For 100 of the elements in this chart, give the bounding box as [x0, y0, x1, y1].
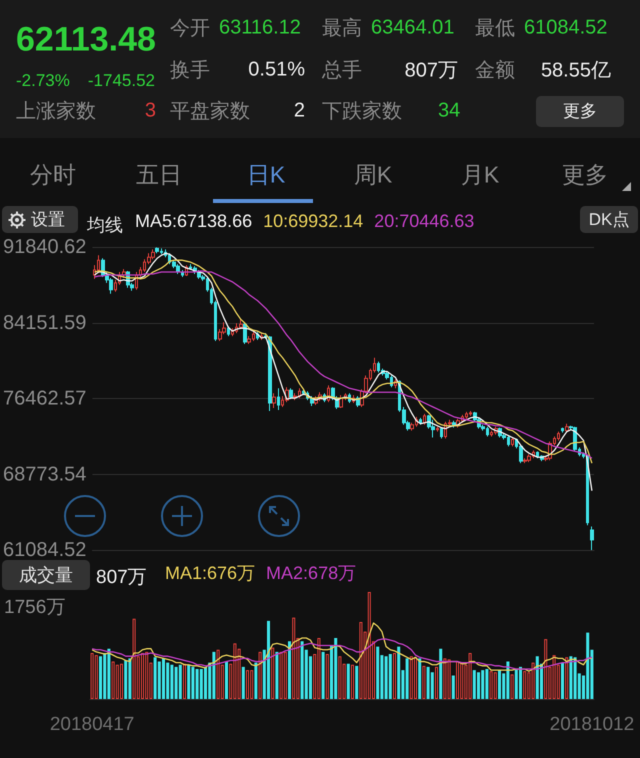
text: 807万 — [404, 58, 458, 84]
y-tick-label: 68773.54 — [2, 463, 86, 486]
bar — [368, 592, 371, 699]
bar — [536, 656, 539, 699]
candlestick — [465, 411, 468, 420]
bar — [510, 674, 514, 699]
bar — [158, 662, 161, 699]
bar — [233, 643, 236, 699]
text: 换手 — [170, 58, 210, 84]
bar — [472, 670, 476, 699]
text: 63464.01 — [371, 16, 454, 40]
bar — [586, 632, 590, 699]
bar — [196, 669, 199, 699]
bar — [418, 658, 422, 699]
bar — [439, 648, 442, 699]
bar — [187, 664, 190, 699]
bar — [514, 669, 518, 699]
bar — [317, 638, 320, 699]
bar — [275, 652, 278, 699]
bar — [426, 666, 430, 699]
text: 成交量 — [2, 560, 90, 590]
bar — [456, 662, 460, 699]
bar — [376, 646, 380, 699]
text: 0.51% — [248, 58, 305, 82]
bar — [434, 666, 438, 699]
bar — [384, 656, 388, 699]
bar — [200, 669, 203, 699]
candlestick — [423, 413, 426, 426]
candlestick — [293, 392, 297, 401]
candlestick — [227, 326, 230, 337]
bar — [498, 670, 502, 699]
y-tick-label: 61084.52 — [2, 539, 86, 561]
bar — [569, 656, 572, 699]
bar — [166, 662, 170, 699]
bar — [552, 655, 556, 699]
text: 更多 — [563, 100, 597, 122]
bar — [448, 659, 451, 699]
bar — [116, 664, 119, 699]
bar — [258, 652, 262, 699]
text: 最高 — [322, 16, 362, 42]
text: 更多 — [562, 160, 608, 190]
bar — [170, 664, 174, 699]
candlestick — [436, 426, 439, 432]
bar — [523, 671, 526, 699]
bar — [266, 620, 270, 699]
candlestick — [590, 526, 594, 550]
text: 63116.12 — [219, 16, 301, 40]
candlestick — [582, 452, 585, 459]
bar — [191, 666, 194, 699]
text: 34 — [438, 100, 460, 122]
bar — [204, 666, 208, 699]
bar — [124, 660, 128, 699]
bar — [178, 664, 182, 699]
bar — [140, 652, 144, 699]
bar — [406, 658, 409, 699]
text: 总手 — [322, 58, 362, 84]
bar — [544, 639, 548, 699]
bar — [322, 652, 325, 699]
y-tick-label: 91840.62 — [2, 236, 86, 258]
text: 今开 — [170, 16, 210, 42]
bar — [414, 657, 418, 699]
bar — [506, 662, 510, 699]
bar — [271, 648, 274, 699]
bar — [565, 657, 568, 699]
text: 金额 — [475, 58, 515, 84]
bar — [132, 618, 136, 699]
candlestick — [272, 392, 276, 408]
text: 设置 — [31, 209, 65, 231]
text: 平盘家数 — [170, 100, 250, 124]
bar — [98, 656, 102, 699]
bar — [410, 656, 413, 699]
candlestick — [511, 437, 514, 447]
text: 3 — [144, 100, 156, 122]
text: DK点 — [580, 206, 638, 233]
bar — [476, 672, 480, 699]
bar — [490, 671, 493, 699]
text: 2 — [294, 100, 305, 122]
candlestick — [431, 419, 435, 438]
bar — [326, 654, 329, 699]
bar — [452, 675, 455, 699]
bar — [284, 652, 287, 699]
bar — [397, 646, 400, 699]
bar — [107, 648, 110, 699]
bar — [224, 662, 228, 699]
candlestick — [176, 264, 180, 274]
bar — [280, 652, 283, 699]
bar — [154, 657, 157, 699]
bar — [250, 670, 254, 699]
candlestick — [151, 248, 155, 260]
bar — [359, 622, 362, 699]
bar — [120, 664, 124, 699]
bar — [460, 662, 464, 699]
bar — [162, 658, 166, 699]
bar — [212, 652, 216, 699]
bar — [112, 662, 115, 699]
bar — [292, 618, 296, 699]
bar — [246, 670, 250, 699]
candlestick — [565, 423, 569, 434]
text: -1745.52 — [88, 71, 155, 91]
candlestick — [239, 318, 243, 330]
